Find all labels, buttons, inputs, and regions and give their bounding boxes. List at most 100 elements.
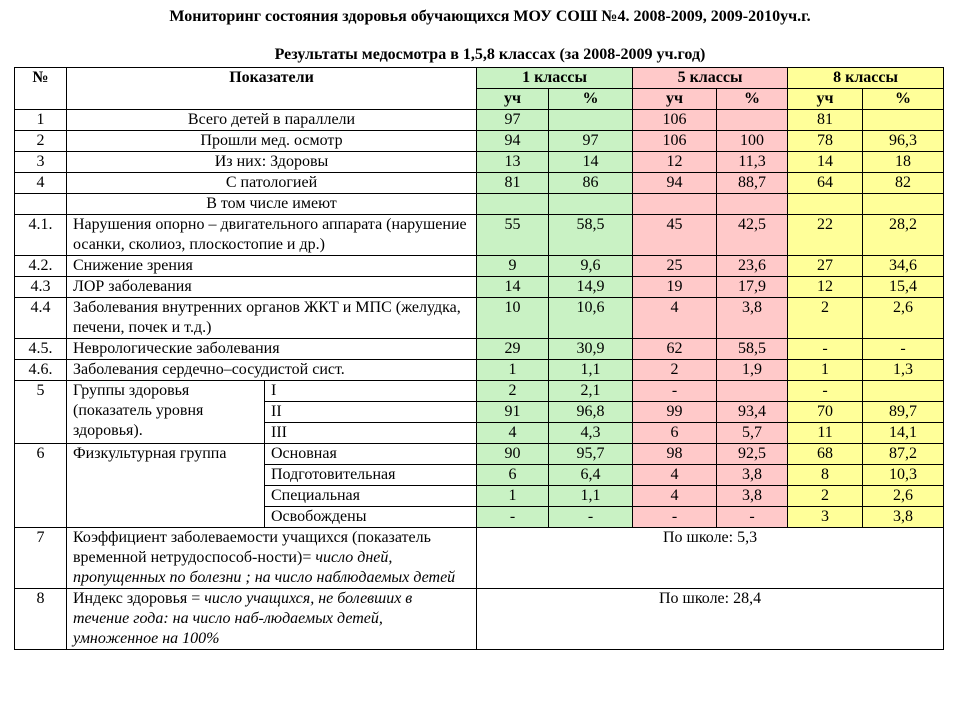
- value-cell: 2,6: [862, 485, 945, 507]
- table-row: 7 Коэффициент заболеваемости учащихся (по…: [14, 527, 945, 589]
- header-sub: уч: [632, 88, 718, 110]
- row-num: 1: [14, 109, 67, 131]
- table-row: III 4 4,3 6 5,7 11 14,1: [15, 422, 945, 444]
- row-label: В том числе имеют: [66, 193, 477, 215]
- value-cell: 4,3: [547, 422, 634, 444]
- row-label: Всего детей в параллели: [66, 109, 477, 131]
- value-cell: -: [787, 338, 864, 360]
- row-sublabel: I: [264, 380, 477, 402]
- table-row: 4.4 Заболевания внутренних органов ЖКТ и …: [14, 297, 945, 339]
- header-row: № Показатели 1 классы 5 классы 8 классы: [14, 67, 945, 110]
- table-row: 8 Индекс здоровья = число учащихся, не бо…: [14, 588, 945, 650]
- row-num: 4.2.: [14, 255, 67, 277]
- value-cell: 25: [632, 255, 718, 277]
- row-num: 2: [14, 130, 67, 152]
- value-cell: 11: [787, 422, 864, 444]
- table-row: 4.3 ЛОР заболевания 14 14,9 19 17,9 12 15,4: [14, 276, 945, 298]
- value-cell: 14: [476, 276, 549, 298]
- row-label: Из них: Здоровы: [66, 151, 477, 173]
- value-cell: 78: [787, 130, 864, 152]
- value-cell: 62: [632, 338, 718, 360]
- value-cell: 98: [632, 443, 718, 465]
- table-row: 5 Группы здоровья (показатель уровня здор…: [14, 380, 945, 444]
- row-num: 4.1.: [14, 214, 67, 256]
- value-cell: 82: [862, 172, 945, 194]
- row-sublabel: Специальная: [264, 485, 477, 507]
- table-row: В том числе имеют: [14, 193, 945, 215]
- value-cell: [547, 109, 634, 131]
- value-cell: 97: [547, 130, 634, 152]
- value-cell: 58,5: [716, 338, 789, 360]
- table-row: 2 Прошли мед. осмотр 94 97 106 100 78 96,3: [14, 130, 945, 152]
- value-cell: 2,1: [547, 380, 634, 402]
- header-group: 1 классы: [475, 67, 634, 89]
- table-row: 3 Из них: Здоровы 13 14 12 11,3 14 18: [14, 151, 945, 173]
- value-cell: 58,5: [547, 214, 634, 256]
- value-cell: 55: [476, 214, 549, 256]
- value-cell: 1: [787, 359, 864, 381]
- value-cell: 12: [787, 276, 864, 298]
- value-cell: 99: [632, 401, 718, 423]
- value-cell: [547, 193, 634, 215]
- value-cell: 4: [632, 464, 718, 486]
- subtitle: Результаты медосмотра в 1,5,8 классах (з…: [274, 46, 706, 63]
- row-label: Коэффициент заболеваемости учащихся (пок…: [66, 527, 477, 589]
- header-sub: %: [547, 88, 634, 110]
- value-cell: 9,6: [547, 255, 634, 277]
- value-cell: 11,3: [716, 151, 789, 173]
- row-label: Физкультурная группа: [66, 443, 265, 528]
- row-sublabel: Основная: [264, 443, 477, 465]
- value-cell: 8: [787, 464, 864, 486]
- header-indicator: Показатели: [66, 67, 477, 110]
- school-note: По школе: 5,3: [475, 527, 945, 589]
- label-formula: число учащихся, не болевших в течение го…: [73, 590, 413, 647]
- value-cell: 42,5: [716, 214, 789, 256]
- value-cell: 1,9: [716, 359, 789, 381]
- value-cell: [716, 109, 789, 131]
- row-label: Нарушения опорно – двигательного аппарат…: [66, 214, 477, 256]
- value-cell: 90: [476, 443, 549, 465]
- value-cell: 2: [632, 359, 718, 381]
- header-group: 8 классы: [787, 67, 945, 89]
- row-label: Заболевания внутренних органов ЖКТ и МПС…: [66, 297, 477, 339]
- row-label: Снижение зрения: [66, 255, 477, 277]
- value-cell: [476, 193, 549, 215]
- value-cell: 2,6: [862, 297, 945, 339]
- value-cell: -: [547, 506, 634, 528]
- value-cell: -: [632, 506, 718, 528]
- value-cell: 5,7: [716, 422, 789, 444]
- value-cell: 100: [716, 130, 789, 152]
- value-cell: 1: [476, 485, 549, 507]
- school-note: По школе: 28,4: [475, 588, 945, 650]
- value-cell: 4: [632, 485, 718, 507]
- value-cell: 4: [632, 297, 718, 339]
- value-cell: 95,7: [547, 443, 634, 465]
- value-cell: 1: [476, 359, 549, 381]
- row-label: ЛОР заболевания: [66, 276, 477, 298]
- row-sublabel: Освобождены: [264, 506, 477, 528]
- value-cell: 13: [476, 151, 549, 173]
- row-label: Прошли мед. осмотр: [66, 130, 477, 152]
- table-row: 1 Всего детей в параллели 97 106 81: [14, 109, 945, 131]
- row-num: 8: [14, 588, 67, 650]
- value-cell: [787, 193, 864, 215]
- value-cell: 106: [632, 109, 718, 131]
- value-cell: [862, 380, 945, 402]
- value-cell: 6,4: [547, 464, 634, 486]
- value-cell: -: [632, 380, 718, 402]
- row-num: 5: [14, 380, 67, 444]
- value-cell: 68: [787, 443, 864, 465]
- table-row: Специальная 1 1,1 4 3,8 2 2,6: [15, 485, 945, 507]
- value-cell: 94: [476, 130, 549, 152]
- header-sub: уч: [787, 88, 864, 110]
- value-cell: [632, 193, 718, 215]
- value-cell: 6: [632, 422, 718, 444]
- value-cell: 17,9: [716, 276, 789, 298]
- value-cell: 2: [476, 380, 549, 402]
- value-cell: -: [476, 506, 549, 528]
- value-cell: 2: [787, 485, 864, 507]
- value-cell: 1,1: [547, 359, 634, 381]
- row-num: 7: [14, 527, 67, 589]
- value-cell: 3,8: [716, 464, 789, 486]
